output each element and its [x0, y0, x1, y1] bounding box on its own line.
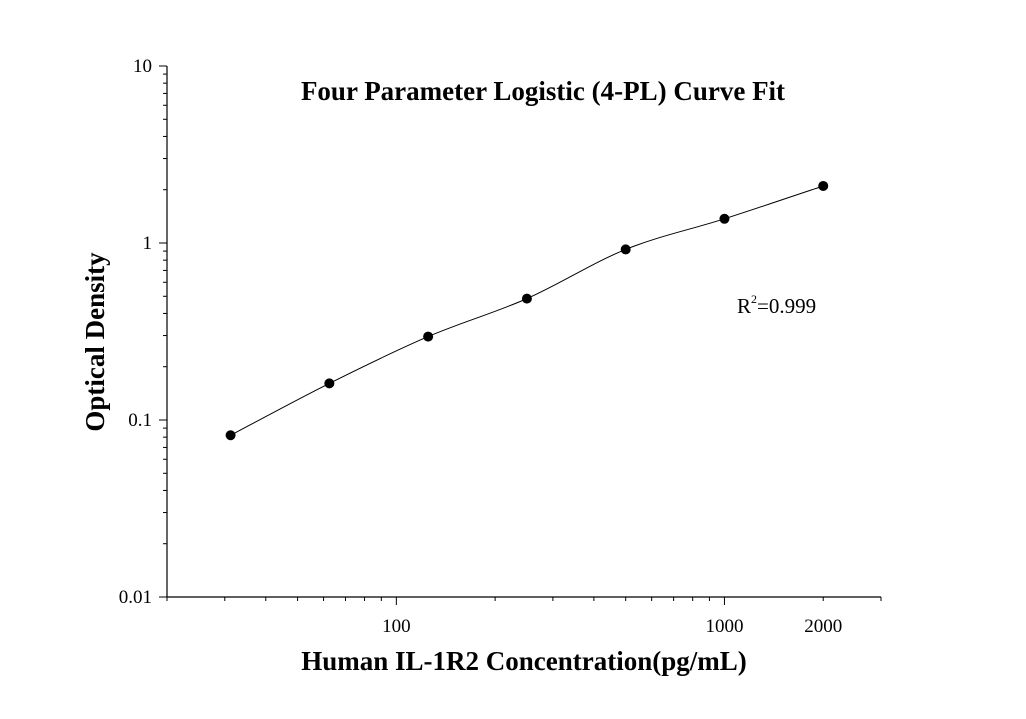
data-point: [620, 244, 631, 255]
axes: [166, 66, 881, 598]
y-tick-label: 1: [143, 233, 153, 254]
data-point: [818, 180, 829, 191]
x-tick-label: 2000: [804, 616, 842, 637]
y-axis-label: Optical Density: [80, 252, 110, 432]
r-squared-base: R: [737, 294, 751, 318]
ticks: [159, 65, 882, 605]
chart-title: Four Parameter Logistic (4-PL) Curve Fit: [301, 76, 785, 106]
y-tick-label: 10: [133, 56, 152, 77]
r-squared-annotation: R2=0.999: [737, 292, 816, 318]
data-points: [225, 180, 829, 441]
data-point: [521, 293, 532, 304]
data-point: [423, 331, 434, 342]
fit-curve: [230, 185, 824, 436]
data-point: [719, 213, 730, 224]
r-squared-sup: 2: [751, 292, 757, 306]
tick-labels: 10 1 0.1 0.01 100 1000 2000: [119, 56, 842, 637]
x-axis-label: Human IL-1R2 Concentration(pg/mL): [301, 646, 747, 676]
r-squared-value: =0.999: [757, 294, 816, 318]
x-tick-label: 1000: [705, 616, 743, 637]
y-tick-label: 0.1: [128, 410, 152, 431]
data-point: [225, 430, 236, 441]
x-tick-label: 100: [382, 616, 411, 637]
y-tick-label: 0.01: [119, 587, 152, 608]
data-point: [324, 378, 335, 389]
